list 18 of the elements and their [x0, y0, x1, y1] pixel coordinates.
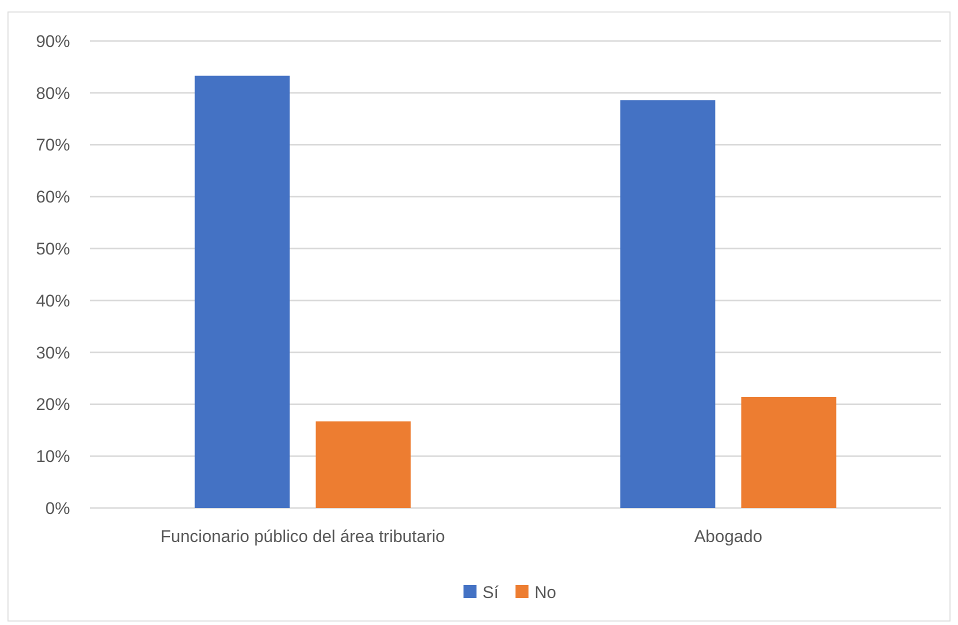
bar: [316, 421, 411, 508]
bar: [194, 76, 290, 508]
y-tick-label: 20%: [36, 395, 70, 414]
bar: [620, 100, 716, 508]
y-tick-label: 40%: [36, 291, 70, 310]
legend-label: Sí: [482, 582, 499, 602]
legend-label: No: [534, 582, 556, 602]
y-tick-label: 10%: [36, 447, 70, 466]
y-tick-label: 90%: [36, 32, 70, 51]
y-tick-label: 0%: [45, 498, 70, 518]
y-tick-label: 30%: [36, 343, 70, 362]
y-tick-label: 80%: [36, 84, 70, 103]
x-tick-label: Funcionario público del área tributario: [160, 527, 445, 546]
y-tick-label: 50%: [36, 240, 70, 259]
x-tick-label: Abogado: [694, 527, 762, 546]
y-tick-label: 70%: [36, 136, 70, 155]
y-tick-label: 60%: [36, 188, 70, 207]
bar: [741, 396, 836, 508]
